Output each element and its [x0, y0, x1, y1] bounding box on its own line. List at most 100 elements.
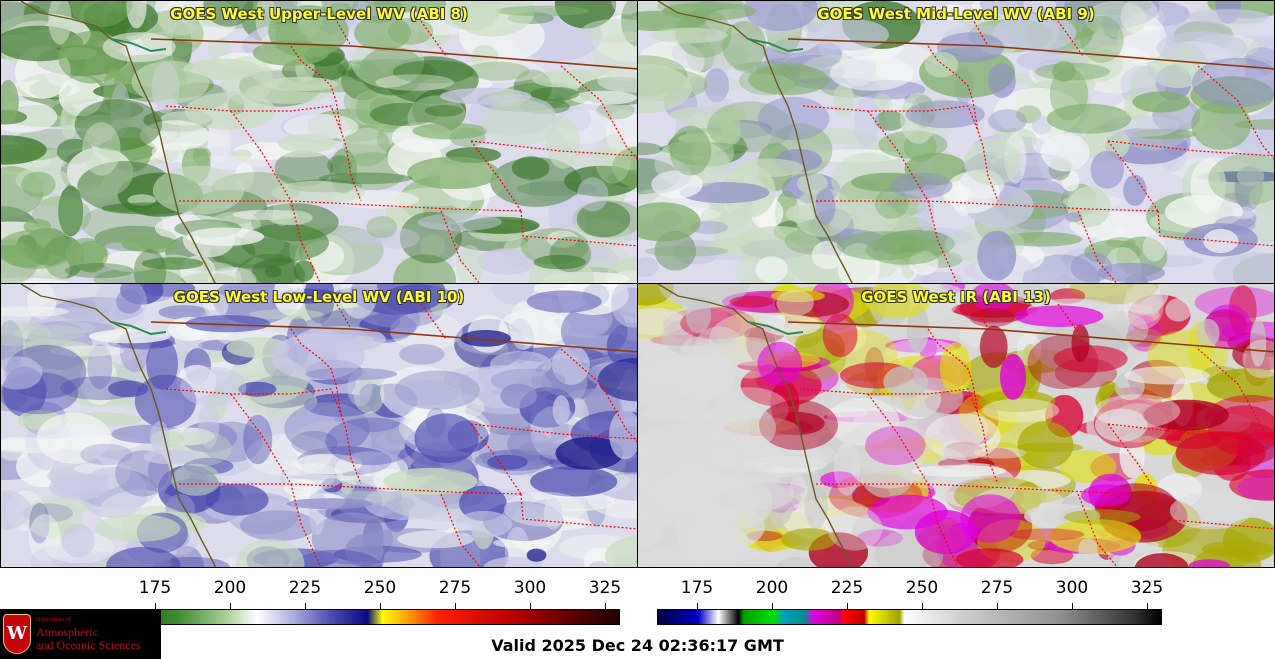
- cloud-blob: [644, 245, 729, 257]
- cloud-blob: [203, 1, 254, 27]
- cloud-blob: [1232, 206, 1256, 220]
- cloud-blob: [827, 506, 883, 551]
- logo-line2: and Oceanic Sciences: [36, 638, 141, 652]
- cloud-blob: [1, 277, 69, 283]
- wv-colorbar-tick-label: 275: [438, 578, 472, 598]
- puget-sound: [747, 321, 804, 336]
- cloud-blob: [58, 185, 84, 237]
- cloud-blob: [131, 60, 210, 104]
- cloud-blob: [841, 420, 933, 471]
- cloud-blob: [679, 95, 737, 116]
- wv-colorbar-gradient: [115, 609, 620, 625]
- cloud-blob: [1080, 15, 1124, 63]
- cloud-blob: [822, 313, 858, 358]
- cloud-blob: [465, 61, 530, 81]
- cloud-blob: [319, 172, 413, 185]
- cloud-blob: [924, 413, 1001, 460]
- cloud-blob: [609, 409, 637, 460]
- cloud-blob: [1049, 67, 1089, 121]
- cloud-blob: [890, 172, 953, 199]
- cloud-blob: [552, 395, 570, 426]
- cloud-blob: [48, 1, 72, 45]
- cloud-blob: [265, 76, 338, 92]
- cloud-blob: [1129, 350, 1201, 372]
- cloud-blob: [638, 472, 651, 490]
- cloud-blob: [375, 74, 455, 91]
- cloud-blob: [611, 1, 637, 15]
- cloud-blob: [796, 128, 874, 145]
- cloud-blob: [509, 301, 538, 350]
- cloud-blob: [141, 257, 204, 270]
- cloud-blob: [373, 1, 447, 13]
- cloud-blob: [707, 101, 793, 153]
- cloud-blob: [606, 109, 637, 159]
- cloud-blob: [477, 248, 537, 275]
- cloud-blob: [581, 18, 637, 43]
- puget-sound: [747, 38, 804, 53]
- cloud-blob: [532, 70, 610, 89]
- uw-crest-icon: W: [3, 614, 31, 654]
- cloud-blob: [1143, 399, 1229, 431]
- cloud-blob: [597, 357, 637, 402]
- cloud-blob: [669, 125, 712, 176]
- cloud-blob: [343, 229, 396, 243]
- cloud-blob: [1174, 43, 1195, 74]
- cloud-blob: [498, 309, 570, 346]
- cloud-blob: [394, 370, 480, 410]
- cloud-blob: [122, 235, 178, 254]
- cloud-blob: [757, 341, 803, 386]
- cloud-blob: [610, 284, 637, 328]
- state-border: [802, 388, 979, 415]
- cloud-blob: [551, 344, 590, 385]
- wv-colorbar-tick: [530, 603, 531, 609]
- cloud-blob: [612, 146, 637, 188]
- state-border: [440, 210, 481, 283]
- state-border: [927, 200, 958, 283]
- cloud-blob: [49, 474, 109, 500]
- cloud-blob: [1132, 91, 1191, 113]
- cloud-blob: [740, 458, 774, 473]
- cloud-blob: [1248, 183, 1274, 214]
- cloud-blob: [1014, 305, 1104, 327]
- cloud-blob: [1065, 212, 1083, 223]
- state-border: [290, 328, 362, 485]
- cloud-blob: [327, 155, 352, 175]
- cloud-blob: [1156, 31, 1248, 65]
- cloud-blob: [755, 256, 788, 283]
- cloud-blob: [1, 239, 39, 283]
- cloud-blob: [605, 536, 637, 567]
- cloud-blob: [555, 436, 624, 470]
- cloud-blob: [60, 103, 77, 140]
- cloud-blob: [1237, 475, 1274, 501]
- ir-title: GOES West IR (ABI 13): [861, 288, 1051, 306]
- ir-colorbar-tick: [772, 603, 773, 609]
- wv-colorbar-tick: [305, 603, 306, 609]
- cloud-blob: [1123, 284, 1164, 329]
- cloud-blob: [294, 453, 363, 474]
- cloud-blob: [14, 325, 87, 341]
- cloud-blob: [781, 528, 837, 551]
- cloud-blob: [366, 216, 398, 239]
- cloud-blob: [684, 546, 738, 567]
- cloud-blob: [638, 445, 658, 491]
- cloud-blob: [988, 63, 1016, 98]
- cloud-blob: [638, 202, 701, 242]
- cloud-blob: [833, 82, 855, 117]
- coastline: [657, 284, 854, 567]
- cloud-blob: [1, 135, 47, 165]
- state-border: [230, 110, 292, 202]
- state-border: [290, 200, 321, 283]
- cloud-blob: [576, 201, 631, 238]
- cloud-blob: [1191, 100, 1251, 150]
- state-border: [967, 293, 989, 330]
- cloud-blob: [874, 110, 906, 131]
- state-border: [165, 105, 342, 132]
- ir-colorbar-tick-label: 325: [1130, 578, 1164, 598]
- cloud-blob: [1, 490, 32, 531]
- state-border: [179, 483, 522, 495]
- cloud-blob: [621, 327, 637, 342]
- cloud-blob: [273, 284, 305, 316]
- cloud-blob: [530, 466, 618, 497]
- upper-level-wv-image: [1, 1, 637, 283]
- cloud-blob: [955, 548, 1024, 567]
